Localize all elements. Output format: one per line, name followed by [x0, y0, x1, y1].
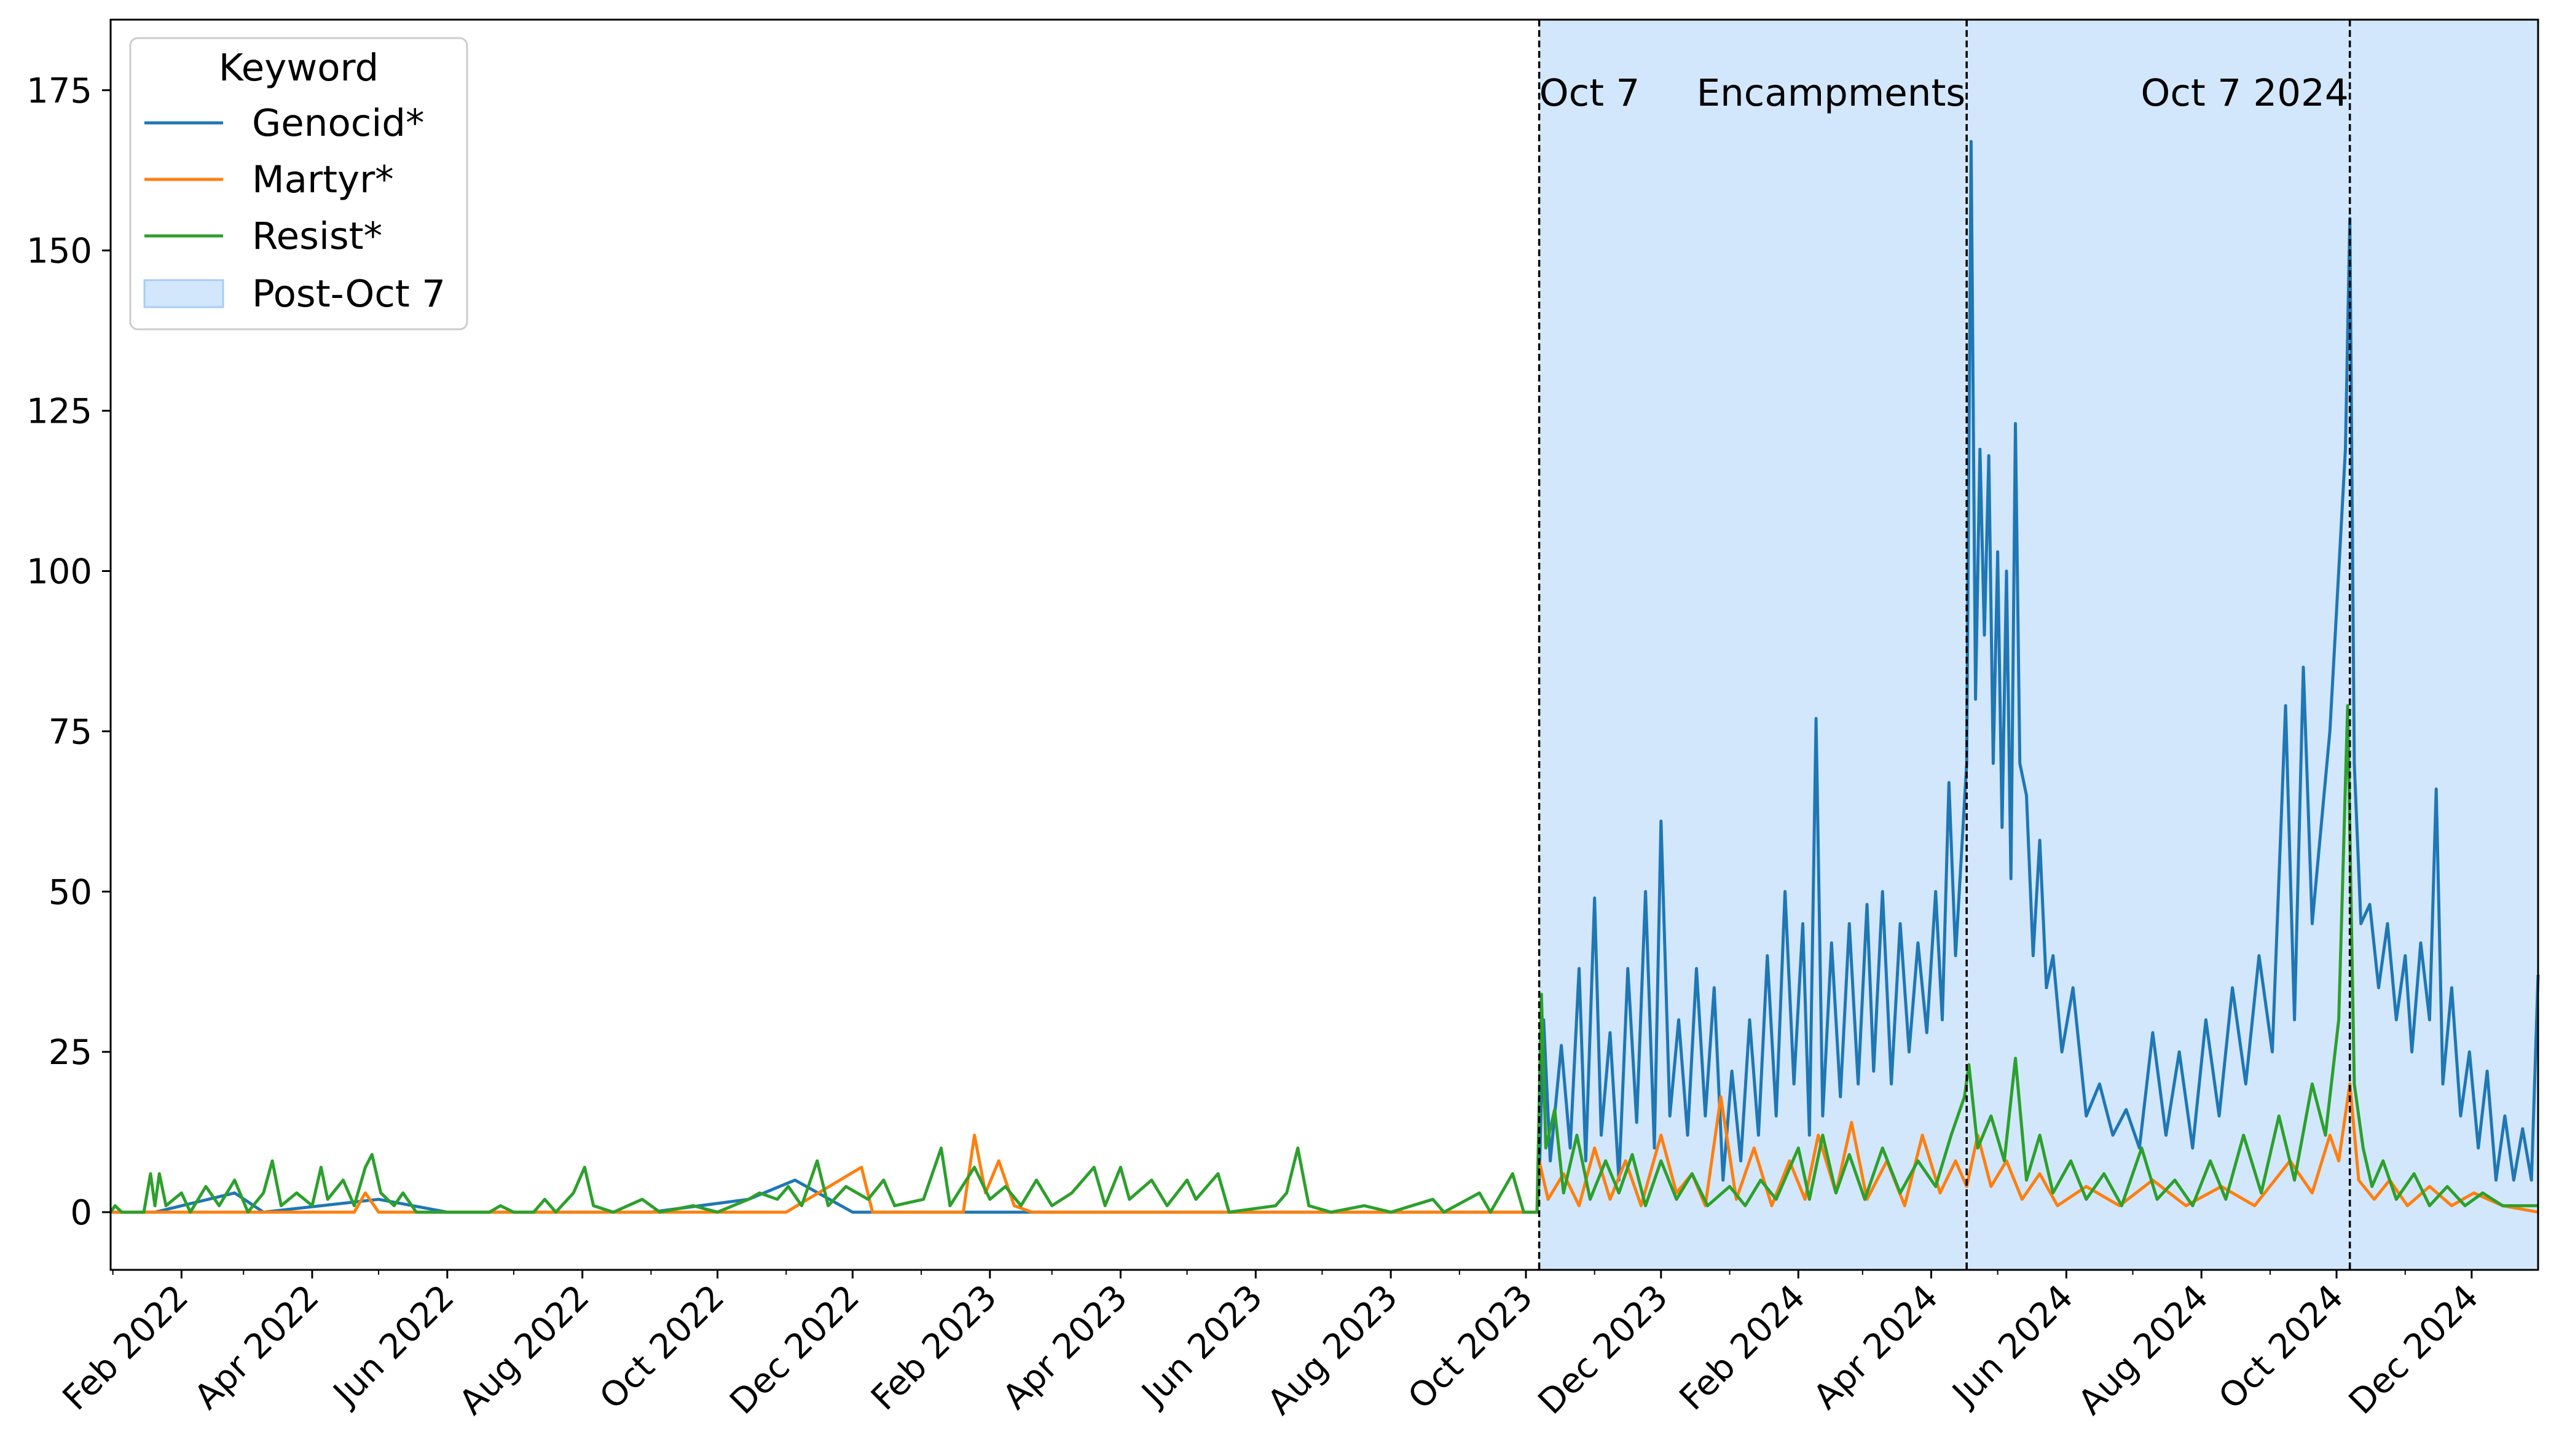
legend-title: Keyword [219, 46, 379, 90]
legend-label-martyr: Martyr* [252, 158, 394, 202]
y-tick-label: 50 [49, 872, 92, 912]
y-tick-label: 100 [26, 552, 92, 592]
series-line-resist [109, 704, 2538, 1214]
event-label-1: Oct 7 [1539, 71, 1640, 115]
y-tick-label: 125 [26, 392, 92, 432]
series-line-genocid [111, 139, 2540, 1214]
legend-label-resist: Resist* [252, 214, 382, 258]
y-tick-label: 25 [49, 1033, 92, 1073]
plot-frame [109, 18, 2539, 1271]
y-axis: 0 25 50 75 100 125 150 175 [26, 71, 111, 1233]
series-lines [109, 139, 2540, 1214]
y-tick-label: 175 [26, 71, 92, 111]
y-tick-label: 0 [70, 1193, 92, 1233]
legend: Keyword Genocid* Martyr* Resist* Post-Oct … [129, 37, 468, 331]
event-markers: Oct 7 Encampments Oct 7 2024 [1538, 20, 2351, 1270]
series-line-martyr [111, 1082, 2539, 1214]
legend-swatch-post-oct7 [143, 279, 224, 308]
legend-label-post-oct7: Post-Oct 7 [252, 272, 446, 316]
post-oct7-region [1539, 20, 2538, 1270]
y-tick-label: 75 [49, 712, 92, 752]
legend-box [129, 37, 468, 331]
legend-label-genocid: Genocid* [252, 101, 425, 145]
post-oct7-shading [1539, 20, 2538, 1270]
y-tick-label: 150 [26, 232, 92, 272]
event-label-2: Encampments [1697, 71, 1966, 115]
event-label-3: Oct 7 2024 [2140, 71, 2348, 115]
